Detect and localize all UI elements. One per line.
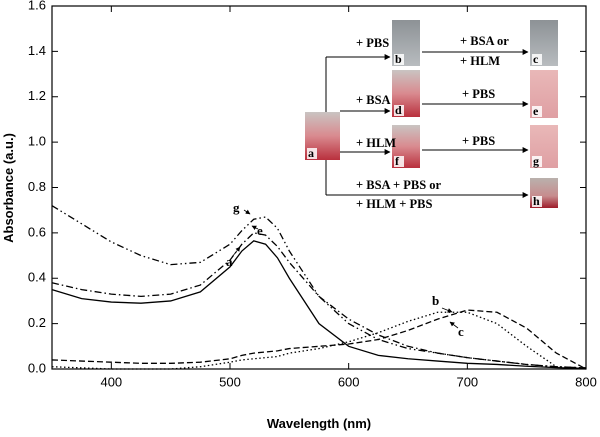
- curve-label: e: [257, 223, 263, 238]
- y-tick-label: 1.4: [28, 43, 46, 58]
- y-tick-label: 1.0: [28, 134, 46, 149]
- tube-label: f: [395, 154, 400, 168]
- y-tick-label: 1.6: [28, 0, 46, 12]
- tube-label-bg: [532, 196, 542, 207]
- step-label: + HLM + PBS: [356, 197, 432, 211]
- curve-label: a: [226, 254, 233, 269]
- tube-label: a: [308, 146, 314, 160]
- y-tick-label: 0.6: [28, 224, 46, 239]
- y-tick-label: 0.0: [28, 360, 46, 375]
- curve-label: b: [432, 293, 439, 308]
- series-line: [51, 311, 587, 370]
- x-tick-label: 700: [456, 374, 478, 389]
- tube-label-bg: [532, 54, 542, 65]
- y-tick-label: 1.2: [28, 88, 46, 103]
- step-label: + HLM: [460, 54, 500, 68]
- tube-label: b: [395, 52, 402, 66]
- tube-label-bg: [307, 148, 317, 159]
- tube-label-bg: [394, 54, 404, 65]
- series-line: [51, 205, 587, 369]
- tube-label: g: [533, 154, 539, 168]
- x-tick-label: 500: [219, 374, 241, 389]
- inset: a b c d e f g h + PBS + BSA or + HLM + BSA + PBS + HL…: [305, 20, 558, 211]
- plot-frame: [51, 5, 587, 370]
- curve-label: g: [233, 200, 240, 215]
- x-axis-title: Wavelength (nm): [267, 416, 371, 431]
- tube-label-bg: [532, 106, 542, 117]
- y-tick-label: 0.4: [28, 270, 46, 285]
- y-tick-label: 0.8: [28, 179, 46, 194]
- series-line: [51, 240, 587, 370]
- x-tick-label: 600: [338, 374, 360, 389]
- step-label: + BSA or: [460, 34, 509, 48]
- series-line: [51, 232, 587, 369]
- step-label: + BSA + PBS or: [356, 178, 442, 192]
- step-label: + BSA: [356, 93, 391, 107]
- x-tick-label: 800: [575, 374, 597, 389]
- label-pointers: [231, 209, 459, 329]
- tube-label-bg: [394, 105, 404, 116]
- y-axis-title: Absorbance (a.u.): [1, 133, 16, 243]
- x-tick-label: 400: [100, 374, 122, 389]
- tube-label: c: [533, 52, 539, 66]
- tube-label-bg: [532, 156, 542, 167]
- curve-label: c: [458, 324, 464, 339]
- step-label: + PBS: [356, 36, 389, 50]
- step-label: + HLM: [356, 136, 396, 150]
- tube-label: h: [533, 194, 540, 208]
- step-label: + PBS: [462, 134, 495, 148]
- series-line: [51, 309, 587, 370]
- step-label: + PBS: [462, 87, 495, 101]
- tube-label-bg: [394, 156, 404, 167]
- tube-label: e: [533, 104, 539, 118]
- tube-label: d: [395, 103, 402, 117]
- y-tick-label: 0.2: [28, 315, 46, 330]
